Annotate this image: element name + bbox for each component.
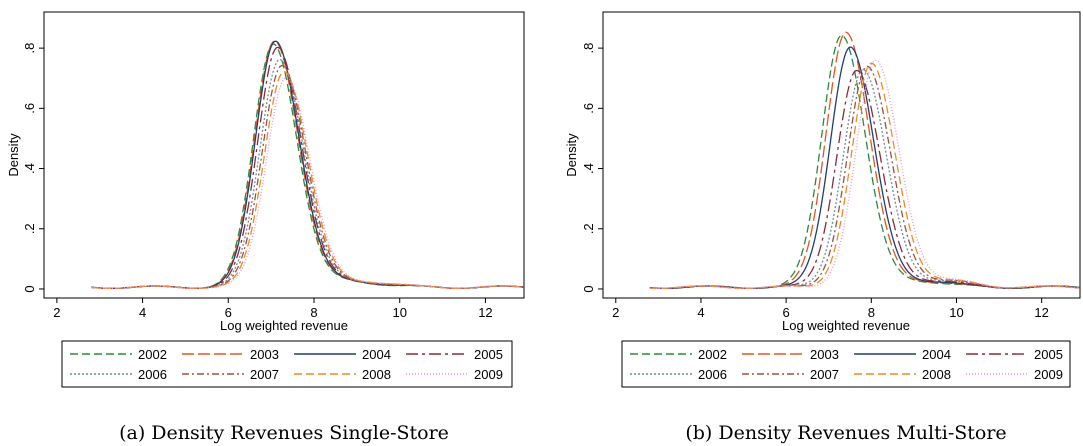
y-tick-label: .2	[581, 223, 596, 234]
y-axis-label: Density	[6, 133, 21, 177]
legend-label-2004: 2004	[922, 347, 951, 362]
y-ticks: 0 .2 .4 .6 .8	[22, 43, 44, 293]
legend-label-2007: 2007	[250, 367, 279, 382]
legend-label-2004: 2004	[362, 347, 391, 362]
density-curves	[91, 40, 524, 290]
legend-label-2009: 2009	[474, 367, 503, 382]
y-tick-label: .8	[581, 43, 596, 54]
x-tick-label: 8	[868, 305, 875, 320]
x-tick-label: 10	[949, 305, 963, 320]
panel-multi-store: 0.2.4.6.8 2 4 6 8 10 12 Log weighted revenue …	[564, 11, 1081, 444]
y-tick-label: .8	[22, 43, 37, 54]
legend-label-2006: 2006	[698, 367, 727, 382]
legend-label-2003: 2003	[810, 347, 839, 362]
density-line-2009	[649, 59, 1080, 290]
x-tick-label: 10	[392, 305, 406, 320]
legend: 2002 2003 2004 2005 2006 2007 2008 2009	[70, 347, 503, 382]
y-tick-label: .2	[22, 223, 37, 234]
x-tick-label: 2	[53, 305, 60, 320]
x-tick-label: 6	[225, 305, 232, 320]
x-tick-label: 6	[783, 305, 790, 320]
legend-label-2008: 2008	[362, 367, 391, 382]
plot-frame	[602, 11, 1081, 299]
y-tick-label: .6	[581, 103, 596, 114]
legend-label-2002: 2002	[138, 347, 167, 362]
x-axis-label: Log weighted revenue	[220, 318, 348, 333]
x-tick-label: 2	[612, 305, 619, 320]
panel-single-store: 0.2.4.6.8 2 4 6 8 10 12 Log weighted revenue …	[6, 11, 525, 444]
y-tick-label: .4	[22, 163, 37, 174]
x-tick-label: 4	[697, 305, 704, 320]
density-line-2007	[91, 64, 524, 290]
caption: (a) Density Revenues Single-Store	[119, 422, 449, 444]
legend-label-2007: 2007	[810, 367, 839, 382]
y-tick-label: .4	[581, 163, 596, 174]
x-tick-label: 4	[139, 305, 146, 320]
y-ticks: 0 .2 .4 .6 .8	[581, 43, 603, 293]
legend-label-2009: 2009	[1034, 367, 1063, 382]
x-axis-label: Log weighted revenue	[782, 318, 910, 333]
legend: 2002 2003 2004 2005 2006 2007 2008 2009	[630, 347, 1063, 382]
x-ticks: 2 4 6 8 10 12	[53, 298, 493, 320]
legend-label-2008: 2008	[922, 367, 951, 382]
legend-label-2005: 2005	[474, 347, 503, 362]
y-tick-label: .6	[22, 103, 37, 114]
x-ticks: 2 4 6 8 10 12	[612, 298, 1049, 320]
x-tick-label: 8	[310, 305, 317, 320]
legend-box	[621, 340, 1071, 388]
x-tick-label: 12	[1034, 305, 1048, 320]
legend-label-2006: 2006	[138, 367, 167, 382]
legend-box	[61, 340, 513, 388]
legend-label-2005: 2005	[1034, 347, 1063, 362]
y-axis-label: Density	[564, 133, 579, 177]
density-line-2008	[649, 62, 1080, 290]
y-tick-label: 0	[22, 285, 37, 292]
density-curves	[649, 31, 1080, 290]
density-line-2009	[91, 76, 524, 290]
x-tick-label: 12	[478, 305, 492, 320]
legend-label-2003: 2003	[250, 347, 279, 362]
y-tick-label: 0	[581, 285, 596, 292]
caption: (b) Density Revenues Multi-Store	[685, 422, 1006, 444]
legend-label-2002: 2002	[698, 347, 727, 362]
